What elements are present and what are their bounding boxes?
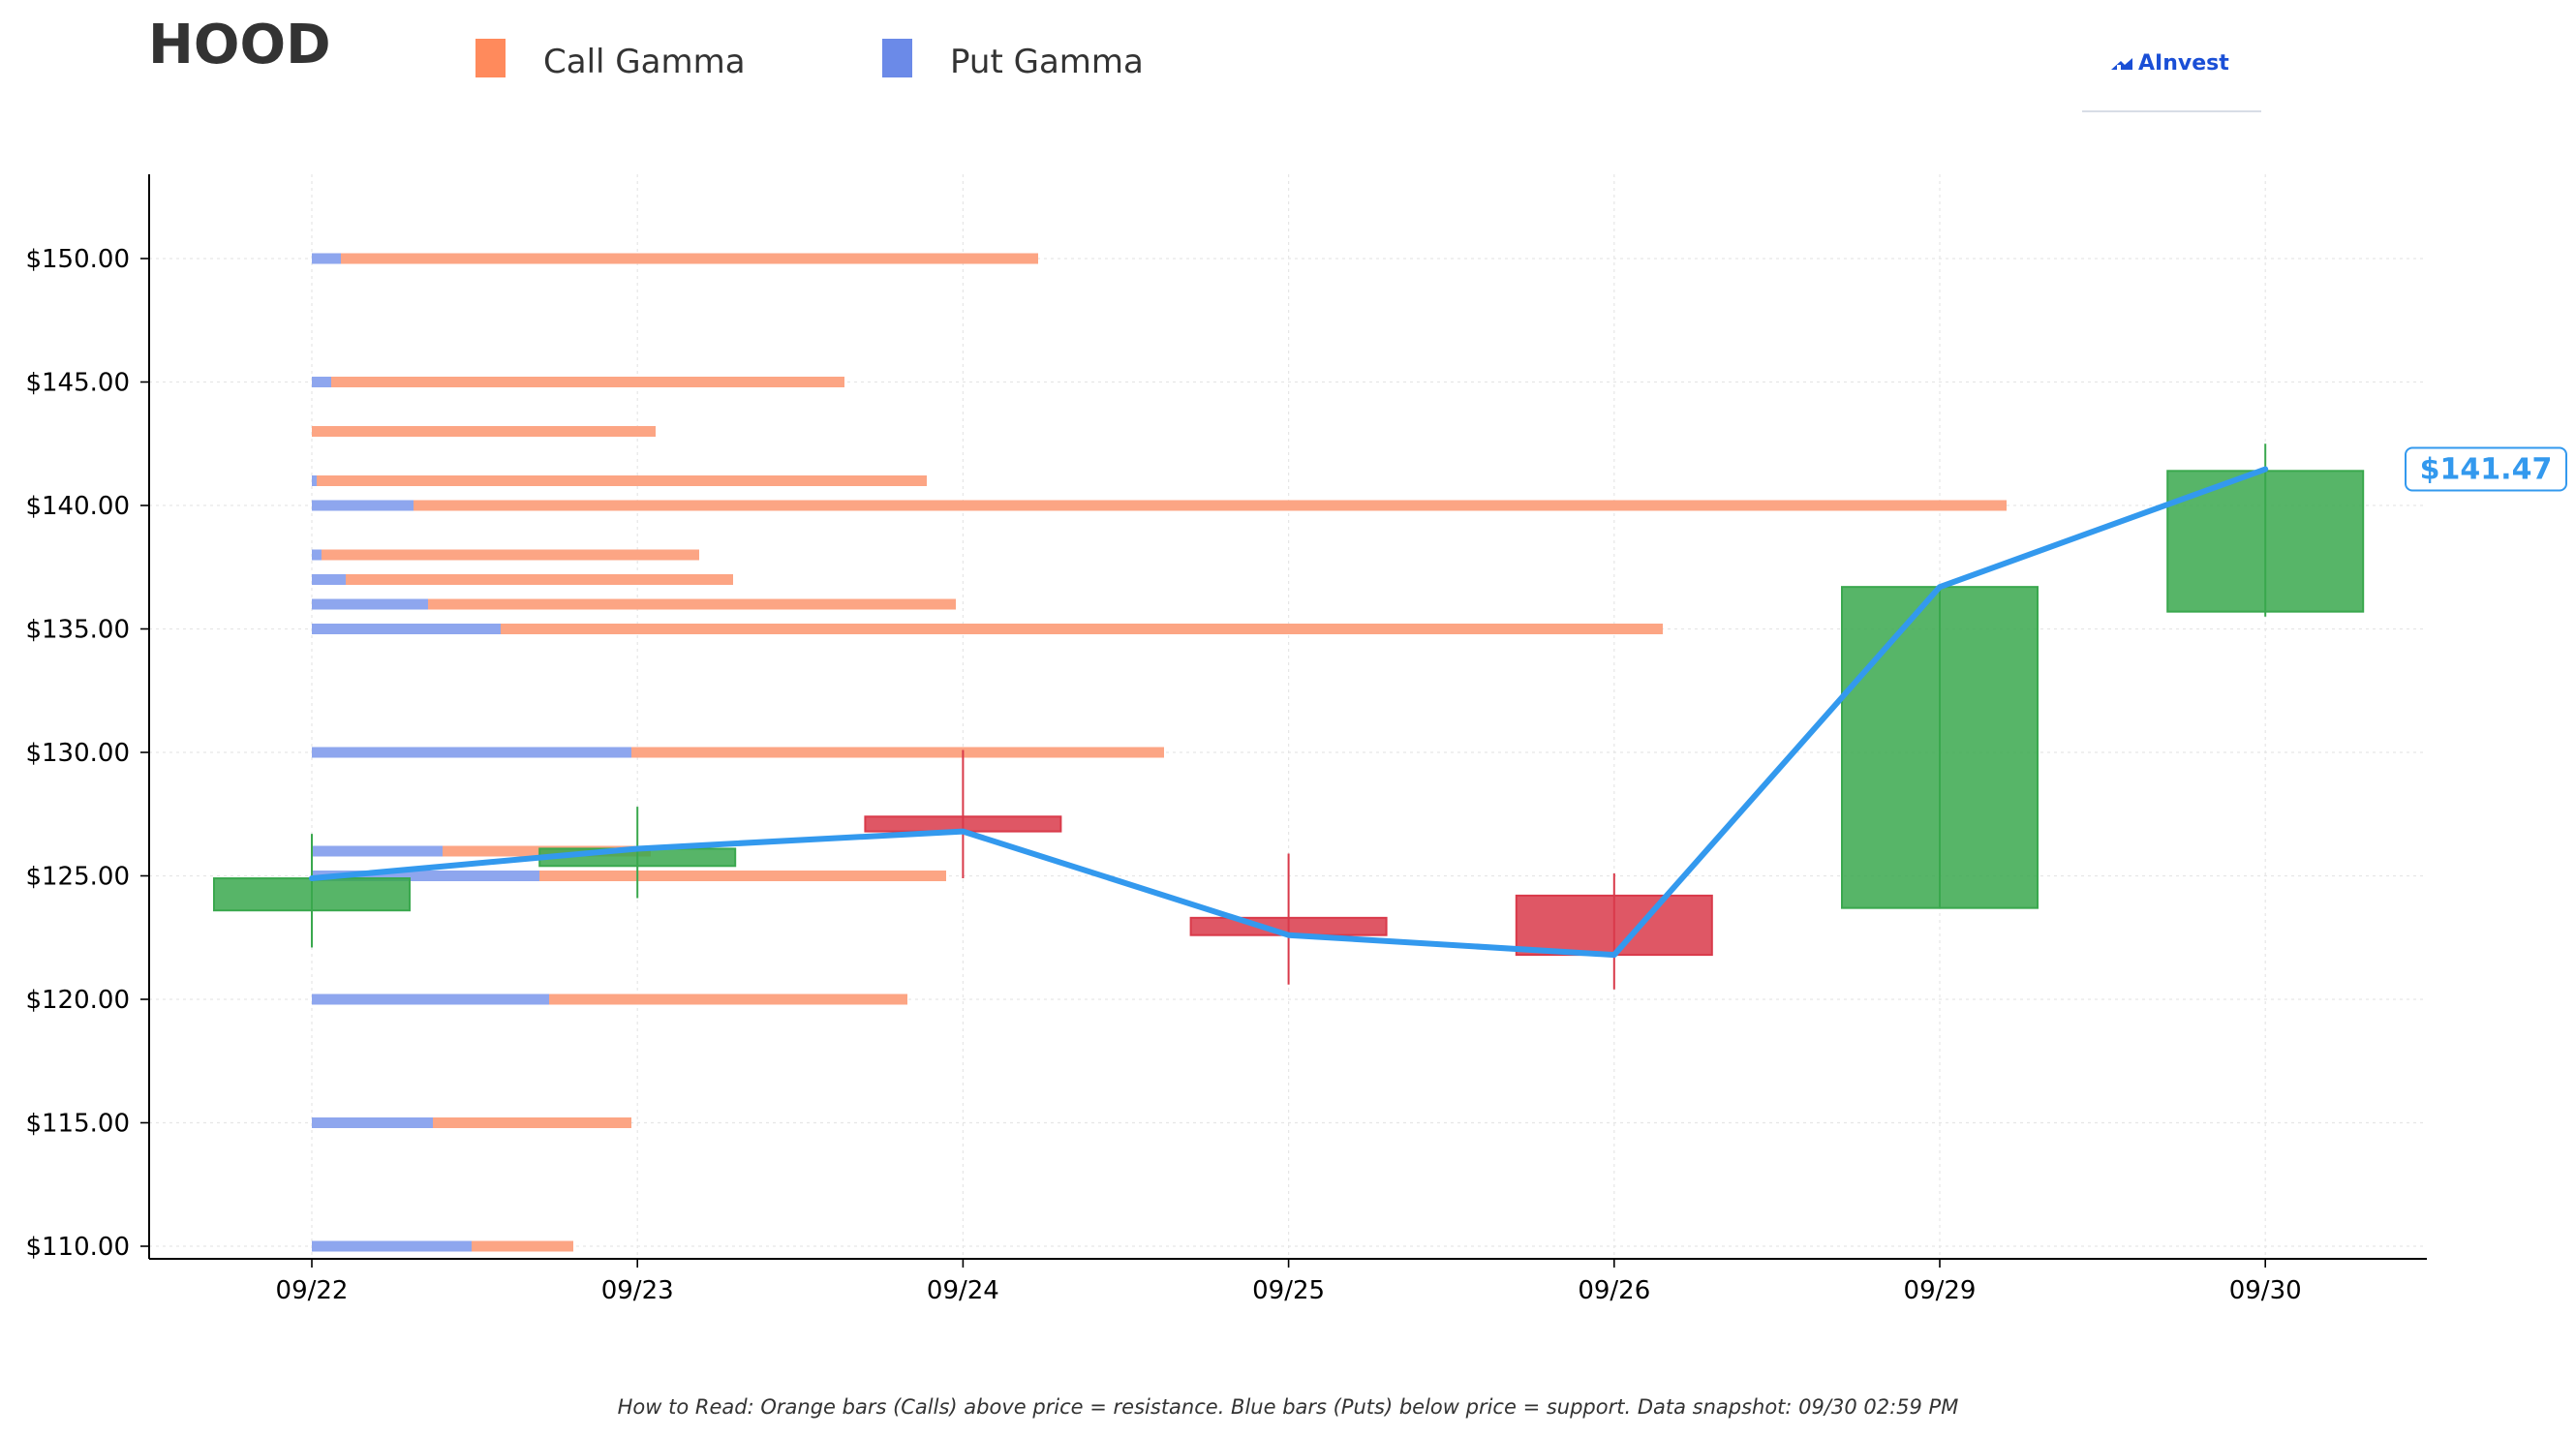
call-gamma-bar <box>331 377 844 387</box>
y-tick-label: $145.00 <box>25 369 130 398</box>
how-to-read-footnote: How to Read: Orange bars (Calls) above p… <box>617 1395 1959 1419</box>
ticker-title: HOOD <box>148 14 331 76</box>
call-gamma-bar <box>346 574 733 585</box>
put-gamma-bar <box>312 994 549 1005</box>
price-line-layer <box>309 466 2269 959</box>
call-gamma-bar <box>539 871 946 881</box>
x-tick-label: 09/23 <box>601 1276 674 1305</box>
y-tick-label: $120.00 <box>25 986 130 1015</box>
call-gamma-bar <box>317 475 927 486</box>
put-gamma-bar <box>312 845 443 857</box>
x-tick-label: 09/22 <box>276 1276 349 1305</box>
call-gamma-bar <box>433 1117 631 1128</box>
put-gamma-legend-swatch <box>882 39 912 77</box>
y-tick-label: $130.00 <box>25 739 130 768</box>
call-gamma-bar <box>322 549 699 561</box>
call-gamma-bar <box>414 500 2007 511</box>
x-tick-label: 09/30 <box>2229 1276 2302 1305</box>
x-tick-label: 09/24 <box>927 1276 999 1305</box>
price-line <box>309 466 2269 959</box>
put-gamma-bar <box>312 574 346 585</box>
y-tick-label: $115.00 <box>25 1110 130 1139</box>
ainvest-logo-icon <box>2111 58 2132 70</box>
put-gamma-bar <box>312 377 331 387</box>
x-tick-label: 09/29 <box>1904 1276 1977 1305</box>
x-tick-label: 09/25 <box>1252 1276 1325 1305</box>
call-gamma-legend-label: Call Gamma <box>543 43 746 81</box>
x-tick-label: 09/26 <box>1578 1276 1650 1305</box>
call-gamma-bar <box>472 1240 573 1252</box>
put-gamma-bar <box>312 624 501 634</box>
logo-text: AInvest <box>2138 51 2229 76</box>
y-tick-label: $110.00 <box>25 1233 130 1262</box>
put-gamma-bar <box>312 253 341 264</box>
candle-body <box>213 877 411 912</box>
put-gamma-bar <box>312 598 428 610</box>
call-gamma-bar <box>428 598 956 610</box>
call-gamma-bar <box>501 624 1663 634</box>
candle-body <box>1515 894 1713 957</box>
put-gamma-bar <box>312 1240 472 1252</box>
put-gamma-bar <box>312 871 539 881</box>
call-gamma-bar <box>631 747 1164 758</box>
gamma-bars-layer <box>312 253 2007 1252</box>
axes-layer <box>140 174 2427 1268</box>
put-gamma-bar <box>312 500 414 511</box>
put-gamma-bar <box>312 475 317 486</box>
logo-divider <box>2082 110 2261 112</box>
candles-layer <box>213 443 2365 990</box>
put-gamma-bar <box>312 1117 433 1128</box>
put-gamma-bar <box>312 549 322 561</box>
call-gamma-bar <box>312 426 656 437</box>
call-gamma-bar <box>549 994 907 1005</box>
call-gamma-bar <box>341 253 1038 264</box>
y-tick-label: $125.00 <box>25 863 130 892</box>
y-tick-label: $140.00 <box>25 492 130 521</box>
put-gamma-bar <box>312 747 631 758</box>
y-tick-label: $135.00 <box>25 616 130 645</box>
labels-layer: $110.00 $115.00 $120.00 $125.00 $130.00 $135.… <box>25 245 2567 1305</box>
y-tick-label: $150.00 <box>25 245 130 274</box>
call-gamma-legend-swatch <box>475 39 506 77</box>
current-price-badge <box>2405 446 2567 492</box>
grid-layer <box>149 174 2427 1259</box>
put-gamma-legend-label: Put Gamma <box>950 43 1144 81</box>
current-price-label: $141.47 <box>2420 453 2553 487</box>
candle-body <box>1841 586 2039 909</box>
